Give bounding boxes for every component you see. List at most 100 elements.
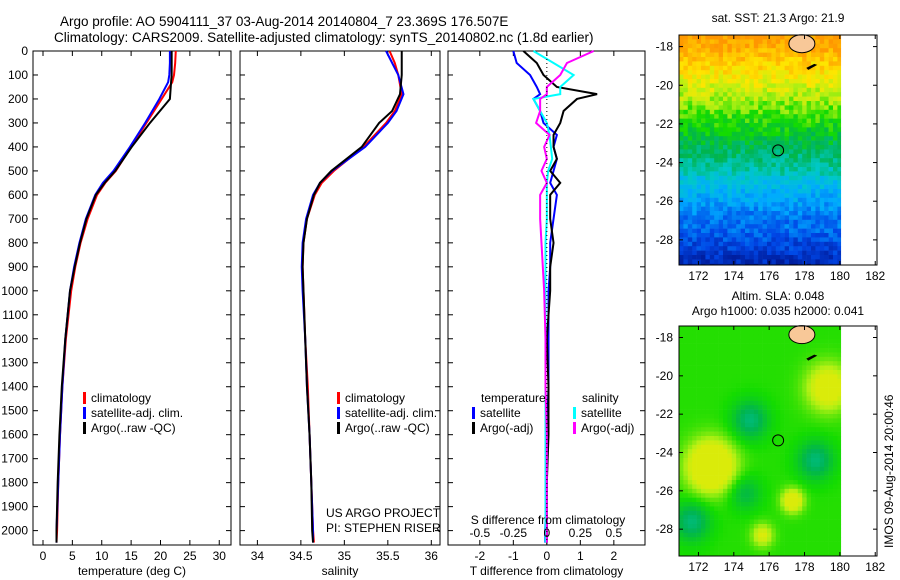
temperature-profile-panel: 0 5 10 15 20 25 30 temperature (deg C) 0 100 200 30… [1, 44, 232, 578]
footer-stamp: IMOS 09-Aug-2014 20:00:46 [882, 394, 896, 548]
legend-header-temperature: temperature [481, 391, 546, 405]
legend-header-salinity: salinity [582, 391, 619, 405]
y-tick-label: -24 [656, 446, 674, 460]
land-island [806, 354, 818, 361]
y-tick-label: -26 [656, 194, 674, 208]
legend-label: Argo(..raw -QC) [345, 421, 430, 435]
sla-map-panel: 172 174 176 178 180 182 -18 -20 -22 -24 -26 -28 Alti… [656, 289, 886, 574]
x-tick-label: 30 [213, 549, 227, 563]
series-line-argo-raw-qc- [301, 51, 403, 543]
x-tick-label: 174 [724, 269, 744, 283]
y-tick-label: 400 [8, 140, 28, 154]
land-island [806, 63, 818, 70]
y-tick-label: 2000 [1, 524, 28, 538]
y-tick-label: 800 [8, 236, 28, 250]
x-tick-label: 20 [154, 549, 168, 563]
top-x-tick-label: 0.5 [605, 526, 622, 540]
y-tick-label: 900 [8, 260, 28, 274]
x-tick-label: 172 [688, 560, 708, 574]
project-annotation: US ARGO PROJECT [326, 506, 441, 520]
x-tick-label: 178 [795, 560, 815, 574]
legend-swatch [83, 422, 86, 434]
map-subtitle: Argo h1000: 0.035 h2000: 0.041 [692, 304, 864, 318]
y-tick-label: 1000 [1, 284, 28, 298]
top-x-tick-label: 0 [543, 526, 550, 540]
y-tick-label: 300 [8, 116, 28, 130]
series-line-argo-raw-qc- [55, 51, 173, 543]
argo-position-marker [772, 434, 785, 447]
legend-swatch [337, 422, 340, 434]
legend-swatch [472, 422, 475, 434]
x-tick-label: 34 [251, 549, 265, 563]
y-tick-label: -28 [656, 233, 674, 247]
map-frame [678, 34, 878, 266]
y-tick-label: -26 [656, 484, 674, 498]
title-line-2: Climatology: CARS2009. Satellite-adjuste… [54, 30, 594, 45]
y-tick-label: 100 [8, 68, 28, 82]
legend-label: Argo(-adj) [581, 421, 634, 435]
x-axis-label: salinity [322, 564, 359, 578]
y-tick-label: 1500 [1, 404, 28, 418]
x-tick-label: 2 [610, 549, 617, 563]
y-tick-label: 1200 [1, 332, 28, 346]
argo-position-marker [772, 144, 785, 157]
y-tick-label: -24 [656, 156, 674, 170]
y-tick-label: 200 [8, 92, 28, 106]
x-tick-label: 172 [688, 269, 708, 283]
map-cells [679, 326, 842, 557]
x-tick-label: 34.5 [289, 549, 313, 563]
legend-swatch [83, 407, 86, 419]
legend-label: satellite-adj. clim. [91, 406, 183, 420]
x-tick-label: 36 [425, 549, 439, 563]
legend-label: Argo(-adj) [480, 421, 533, 435]
map-title: Altim. SLA: 0.048 [732, 289, 825, 303]
series-line-satellite-adj-clim- [300, 50, 405, 543]
y-tick-label: -28 [656, 522, 674, 536]
series-line-temperature-argo-adj- [522, 50, 598, 543]
series-line-climatology [55, 50, 177, 543]
land-fiji [788, 34, 816, 54]
y-tick-label: 500 [8, 164, 28, 178]
x-tick-label: -1 [508, 549, 519, 563]
top-x-tick-label: -0.25 [500, 526, 528, 540]
pi-annotation: PI: STEPHEN RISER [326, 521, 441, 535]
legend-label: climatology [345, 391, 405, 405]
y-tick-label: 1700 [1, 452, 28, 466]
series-line-salinity-argo-adj- [534, 50, 595, 543]
legend-label: satellite-adj. clim. [345, 406, 437, 420]
land-fiji [788, 325, 816, 345]
y-tick-label: -20 [656, 78, 674, 92]
y-tick-label: -22 [656, 407, 674, 421]
x-axis-label: temperature (deg C) [78, 564, 186, 578]
y-tick-label: 1900 [1, 500, 28, 514]
difference-profile-panel: -2 -1 0 1 2T difference from climatology -0.5… [447, 50, 646, 578]
x-tick-label: 180 [830, 560, 850, 574]
y-tick-label: -20 [656, 369, 674, 383]
y-tick-label: 700 [8, 212, 28, 226]
y-tick-label: 1800 [1, 476, 28, 490]
series-line-satellite-adj-clim- [55, 51, 171, 543]
legend-label: satellite [480, 406, 521, 420]
x-tick-label: -2 [474, 549, 485, 563]
legend-swatch [337, 392, 340, 404]
x-tick-label: 35 [338, 549, 352, 563]
axes-frame [32, 50, 232, 546]
title-line-1: Argo profile: AO 5904111_37 03-Aug-2014 … [60, 14, 508, 29]
map-title: sat. SST: 21.3 Argo: 21.9 [712, 11, 845, 25]
map-frame [678, 325, 878, 557]
legend-swatch [472, 407, 475, 419]
x-tick-label: 0 [543, 549, 550, 563]
x-tick-label: 174 [724, 560, 744, 574]
y-tick-label: 1100 [2, 308, 28, 322]
x-tick-label: 182 [865, 269, 885, 283]
x-tick-label: 15 [124, 549, 138, 563]
x-tick-label: 1 [577, 549, 584, 563]
x-tick-label: 10 [95, 549, 109, 563]
axes-frame [239, 50, 441, 546]
x-tick-label: 182 [865, 560, 885, 574]
legend-label: satellite [581, 406, 622, 420]
legend-label: Argo(..raw -QC) [91, 421, 176, 435]
sst-map-panel: 172 174 176 178 180 182 -18 -20 -22 -24 -26 -28 sat.… [656, 11, 886, 283]
